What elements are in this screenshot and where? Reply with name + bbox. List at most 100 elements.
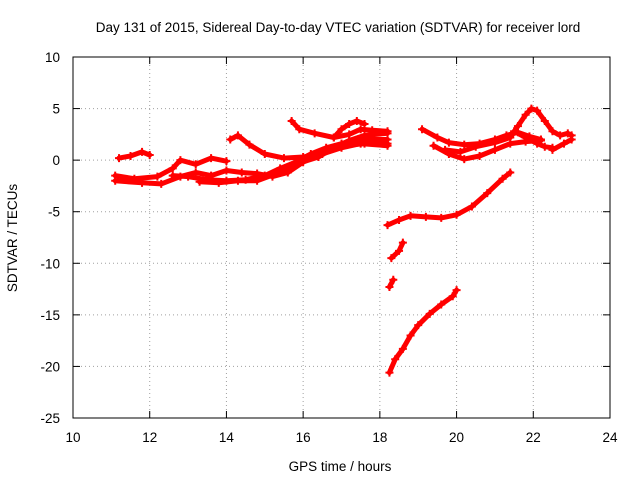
- x-tick-label: 20: [449, 430, 464, 445]
- x-tick-label: 18: [372, 430, 387, 445]
- data-point: [337, 143, 346, 152]
- series-line: [227, 132, 390, 161]
- data-point: [337, 125, 346, 134]
- data-point: [295, 125, 304, 134]
- series-line: [385, 170, 513, 228]
- data-point: [138, 147, 147, 156]
- data-point: [433, 133, 442, 142]
- data-point: [556, 131, 565, 140]
- data-point: [448, 292, 457, 301]
- data-point: [233, 176, 242, 185]
- data-series: [111, 104, 576, 377]
- series-line: [386, 287, 460, 376]
- x-tick-label: 14: [219, 430, 235, 445]
- y-tick-label: -15: [40, 308, 60, 323]
- series-arc-k: [385, 275, 398, 292]
- data-point: [222, 166, 231, 175]
- data-point: [345, 130, 354, 139]
- data-point: [548, 127, 557, 136]
- data-point: [398, 344, 407, 353]
- data-point: [460, 155, 469, 164]
- y-tick-label: 0: [52, 153, 60, 168]
- series-arc-q: [548, 135, 576, 154]
- data-point: [387, 254, 396, 263]
- data-point: [195, 177, 204, 186]
- data-point: [299, 153, 308, 162]
- data-point: [389, 275, 398, 284]
- x-tick-label: 16: [296, 430, 311, 445]
- x-tick-label: 24: [602, 430, 618, 445]
- data-point: [360, 120, 369, 129]
- data-point: [310, 129, 319, 138]
- y-axis-label: SDTVAR / TECUs: [5, 184, 20, 293]
- data-point: [352, 116, 361, 125]
- data-point: [329, 133, 338, 142]
- y-tick-label: 5: [52, 102, 60, 117]
- data-point: [291, 160, 300, 169]
- data-point: [253, 176, 262, 185]
- data-point: [287, 116, 296, 125]
- data-point: [245, 140, 254, 149]
- y-tick-label: -10: [40, 256, 60, 271]
- data-point: [383, 221, 392, 230]
- data-point: [533, 106, 542, 115]
- data-point: [471, 142, 480, 151]
- series-line: [116, 149, 153, 161]
- data-point: [467, 202, 476, 211]
- series-arc-f: [226, 131, 392, 163]
- data-point: [437, 213, 446, 222]
- data-point: [368, 126, 377, 135]
- data-point: [395, 246, 404, 255]
- series-arc-l: [385, 286, 461, 377]
- data-point: [490, 145, 499, 154]
- data-point: [385, 283, 394, 292]
- data-point: [222, 157, 231, 166]
- data-point: [483, 189, 492, 198]
- data-point: [437, 300, 446, 309]
- data-point: [356, 125, 365, 134]
- grid: [73, 57, 610, 418]
- data-point: [260, 149, 269, 158]
- data-point: [191, 168, 200, 177]
- data-point: [527, 104, 536, 113]
- series-arc-j: [387, 238, 407, 263]
- data-point: [345, 120, 354, 129]
- data-point: [138, 178, 147, 187]
- series-arc-n: [429, 136, 545, 164]
- data-point: [191, 160, 200, 169]
- series-line: [550, 137, 575, 153]
- series-arc-i: [383, 168, 515, 230]
- data-point: [548, 145, 557, 154]
- data-point: [456, 147, 465, 156]
- data-point: [391, 355, 400, 364]
- data-point: [460, 140, 469, 149]
- data-point: [452, 210, 461, 219]
- data-point: [237, 168, 246, 177]
- data-point: [226, 135, 235, 144]
- data-point: [126, 152, 135, 161]
- x-tick-label: 22: [526, 430, 541, 445]
- data-point: [111, 176, 120, 185]
- data-point: [506, 168, 515, 177]
- data-point: [214, 178, 223, 187]
- data-point: [153, 172, 162, 181]
- y-tick-label: 10: [45, 50, 60, 65]
- plot-frame: [72, 56, 611, 419]
- data-point: [444, 138, 453, 147]
- data-point: [406, 331, 415, 340]
- data-point: [506, 133, 515, 142]
- x-axis-label: GPS time / hours: [289, 459, 392, 474]
- series-arc-a: [115, 147, 154, 163]
- data-point: [475, 152, 484, 161]
- data-point: [168, 164, 177, 173]
- data-point: [414, 321, 423, 330]
- tick-labels: 10 12 14 16 18 20 22 24 -25 -20 -15 -10 -5 0 5 10: [40, 50, 618, 445]
- data-point: [406, 211, 415, 220]
- data-point: [115, 154, 124, 163]
- data-point: [521, 110, 530, 119]
- data-point: [540, 116, 549, 125]
- x-tick-label: 10: [65, 430, 80, 445]
- data-point: [425, 309, 434, 318]
- data-point: [272, 169, 281, 178]
